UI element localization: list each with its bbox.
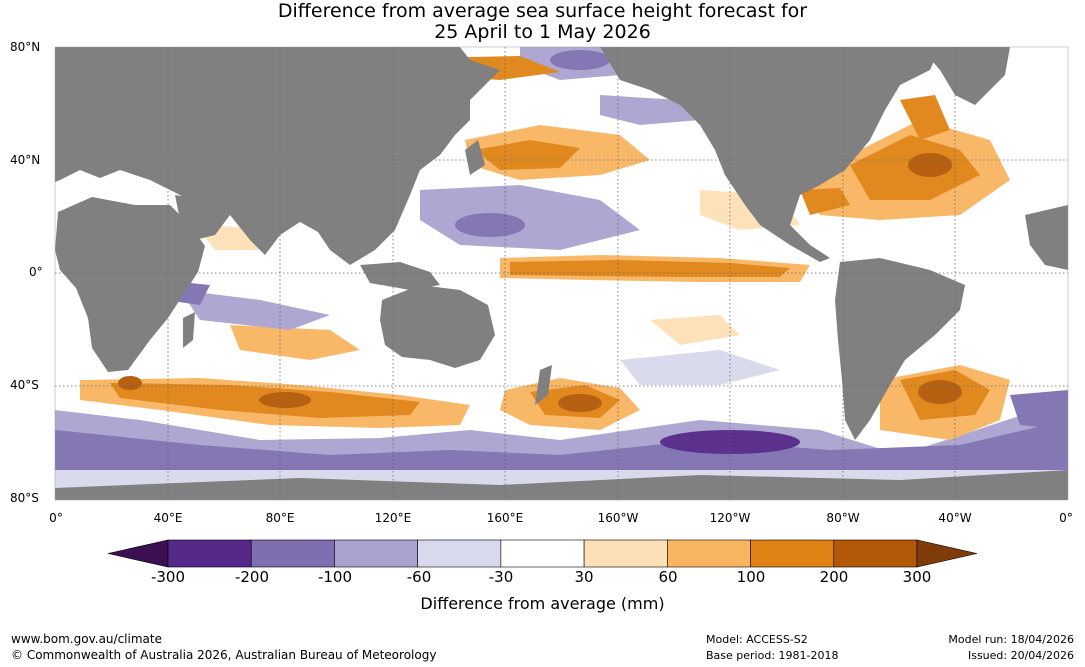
legend-tick-neg30: -30 <box>488 568 514 586</box>
legend-tick-300: 300 <box>902 568 932 586</box>
agulhas-peak <box>118 376 142 390</box>
land-india <box>250 200 285 255</box>
legend-swatch-3 <box>334 539 418 568</box>
land-europe-asia <box>55 47 500 265</box>
land-greenland <box>920 47 1010 105</box>
legend-tick-60: 60 <box>658 568 678 586</box>
land-arabia <box>175 195 230 240</box>
legend-title: Difference from average (mm) <box>420 594 665 613</box>
gulf-stream-peak <box>908 153 952 177</box>
arctic-negative-core <box>550 50 610 70</box>
pacific-sector-negative-core <box>660 430 800 454</box>
legend-extend-high <box>916 539 978 568</box>
south-indian-peak <box>259 392 311 408</box>
south-pacific-positive-patch <box>650 315 740 345</box>
legend-tick-neg60: -60 <box>406 568 432 586</box>
footer-copyright: © Commonwealth of Australia 2026, Austra… <box>11 648 437 662</box>
land-masses <box>55 47 1068 500</box>
tasman-peak <box>558 394 602 412</box>
footer-model: Model: ACCESS-S2 <box>706 633 808 646</box>
land-africa <box>55 197 205 372</box>
graticule <box>55 47 1068 500</box>
lat-label-80s: 80°S <box>10 491 39 505</box>
lat-label-equator: 0° <box>29 265 43 279</box>
footer-model-run: Model run: 18/04/2026 <box>948 633 1074 646</box>
south-atlantic-peak <box>918 380 962 404</box>
caribbean-positive-patch <box>800 188 850 215</box>
legend-swatch-5 <box>500 539 585 568</box>
east-pacific-south-negative-patch <box>620 350 780 385</box>
legend-tick-200: 200 <box>819 568 849 586</box>
legend-swatch-2 <box>250 539 335 568</box>
footer-issued: Issued: 20/04/2026 <box>967 649 1074 662</box>
legend-swatch-1 <box>167 539 252 568</box>
land-west-africa-bulge <box>1025 205 1068 270</box>
southern-ocean-strong-negative <box>55 420 1068 470</box>
lon-label-40w: 40°W <box>938 511 972 525</box>
land-new-zealand <box>535 365 552 405</box>
legend-swatch-7 <box>667 539 751 568</box>
legend-extend-low <box>107 539 169 568</box>
legend-tick-neg100: -100 <box>317 568 353 586</box>
lon-label-0-east: 0° <box>1059 511 1073 525</box>
land-north-america <box>600 47 940 262</box>
lat-label-40n: 40°N <box>10 153 41 167</box>
lon-label-120w: 120°W <box>709 511 751 525</box>
land-south-america <box>835 258 965 440</box>
land-australia <box>380 285 495 368</box>
lon-label-40e: 40°E <box>153 511 183 525</box>
land-madagascar <box>183 312 195 348</box>
lon-label-120e: 120°E <box>374 511 412 525</box>
land-antarctica <box>55 470 1068 500</box>
map-title-line-1: Difference from average sea surface heig… <box>277 0 808 22</box>
south-atlantic-negative-patch <box>1010 390 1068 430</box>
map-frame <box>54 46 1069 501</box>
lon-label-80w: 80°W <box>826 511 860 525</box>
lon-label-160w: 160°W <box>597 511 639 525</box>
indian-ocean-negative-patch <box>180 290 330 330</box>
labrador-positive-arm <box>900 95 950 140</box>
legend-tick-neg200: -200 <box>234 568 270 586</box>
legend-tick-neg300: -300 <box>150 568 186 586</box>
land-maritime-continent <box>360 262 440 290</box>
lon-label-0-west: 0° <box>49 511 63 525</box>
north-pacific-negative-core <box>455 213 525 237</box>
lat-label-40s: 40°S <box>10 378 39 392</box>
legend-swatch-6 <box>583 539 668 568</box>
lon-label-160e: 160°E <box>486 511 524 525</box>
legend-tick-100: 100 <box>736 568 766 586</box>
legend-swatch-8 <box>750 539 835 568</box>
land-japan <box>465 140 485 175</box>
legend-tick-30: 30 <box>574 568 594 586</box>
footer-url[interactable]: www.bom.gov.au/climate <box>11 632 162 646</box>
legend-swatch-4 <box>417 539 502 568</box>
lat-label-80n: 80°N <box>10 40 41 54</box>
lon-label-80e: 80°E <box>265 511 295 525</box>
legend-swatch-9 <box>833 539 918 568</box>
kuroshio-positive-core <box>475 140 580 170</box>
footer-base-period: Base period: 1981-2018 <box>706 649 839 662</box>
colour-bar <box>107 539 978 568</box>
indian-ocean-positive-patch <box>230 325 360 360</box>
map-title-line-2: 25 April to 1 May 2026 <box>434 21 651 43</box>
